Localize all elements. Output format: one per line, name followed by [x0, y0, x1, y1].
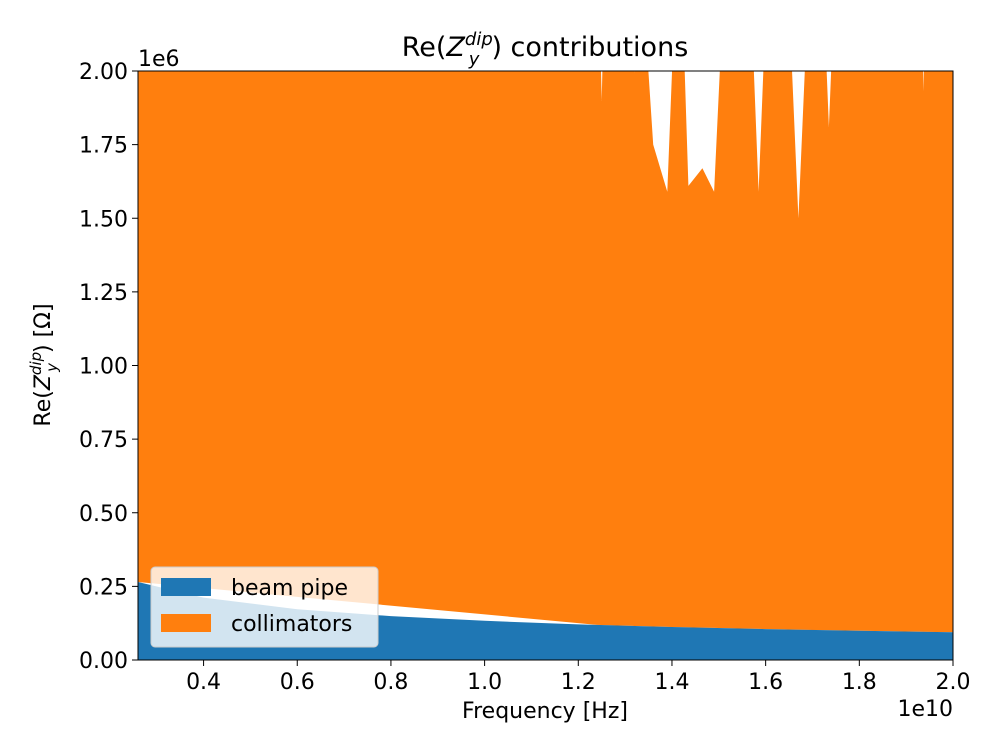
- x-tick-label: 0.4: [186, 670, 221, 695]
- x-tick-label: 0.8: [373, 670, 408, 695]
- legend-label-collimators: collimators: [231, 612, 352, 637]
- y-axis-label: Re(Zdipy) [Ω]: [27, 303, 61, 426]
- area-collimators: [138, 71, 953, 633]
- legend: beam pipe collimators: [150, 566, 379, 648]
- y-tick-label: 1.25: [79, 281, 128, 306]
- y-tick-label: 1.00: [79, 355, 128, 380]
- y-tick-label: 0.50: [79, 502, 128, 527]
- y-axis-offset: 1e6: [138, 47, 180, 72]
- x-axis-label: Frequency [Hz]: [462, 699, 628, 724]
- x-axis-offset: 1e10: [897, 697, 953, 722]
- x-tick-label: 1.0: [467, 670, 502, 695]
- plot-area: [138, 71, 953, 660]
- legend-label-beam-pipe: beam pipe: [231, 576, 348, 601]
- chart-title: Re(Zdip y) contributions: [402, 29, 689, 70]
- legend-swatch-collimators: [161, 614, 211, 632]
- y-tick-label: 1.50: [79, 207, 128, 232]
- x-axis: 0.4 0.6 0.8 1.0 1.2 1.4 1.6 1.8 2.0: [186, 660, 971, 695]
- x-tick-label: 1.2: [561, 670, 596, 695]
- x-tick-label: 1.4: [654, 670, 689, 695]
- y-tick-label: 1.75: [79, 134, 128, 159]
- x-tick-label: 2.0: [936, 670, 971, 695]
- legend-swatch-beam-pipe: [161, 578, 211, 596]
- x-tick-label: 1.6: [748, 670, 783, 695]
- y-tick-label: 0.75: [79, 428, 128, 453]
- x-tick-label: 1.8: [842, 670, 877, 695]
- y-tick-label: 0.00: [79, 649, 128, 674]
- y-axis: 0.00 0.25 0.50 0.75 1.00 1.25 1.50 1.75 2.00: [79, 60, 138, 674]
- y-tick-label: 0.25: [79, 575, 128, 600]
- x-tick-label: 0.6: [280, 670, 315, 695]
- y-tick-label: 2.00: [79, 60, 128, 85]
